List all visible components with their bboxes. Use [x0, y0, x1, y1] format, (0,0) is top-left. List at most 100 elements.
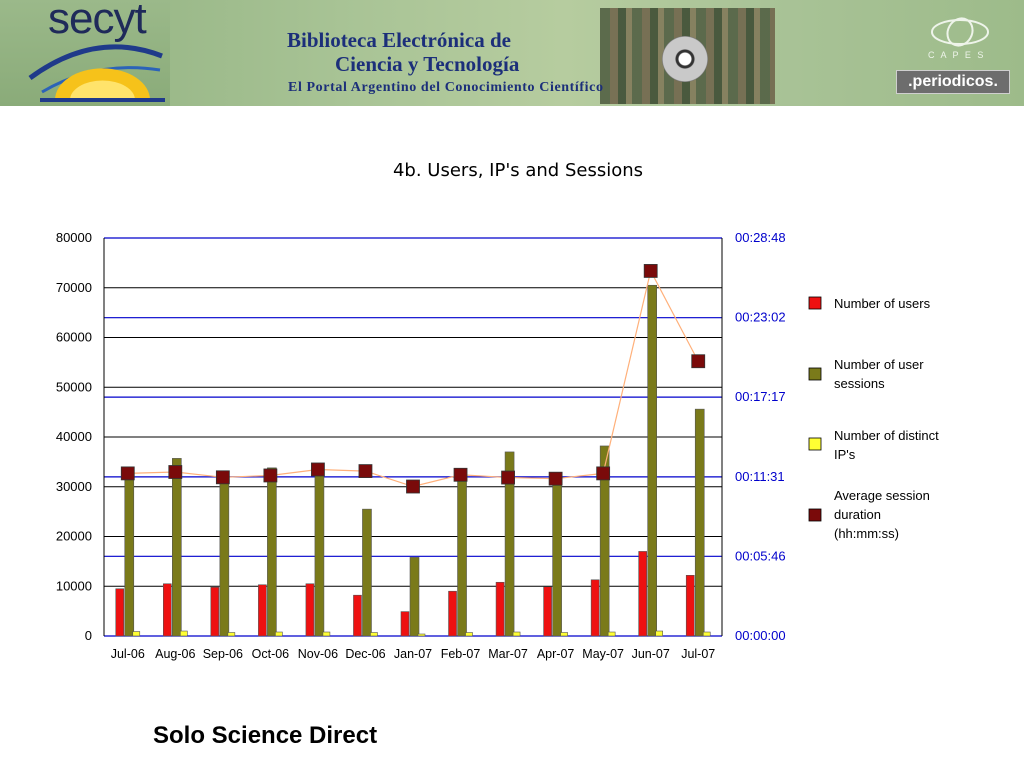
banner-title-line1: Biblioteca Electrónica de	[287, 28, 511, 52]
header-banner: secyt Biblioteca Electrónica de Ciencia …	[0, 0, 1024, 106]
duration-marker	[263, 468, 278, 483]
x-tick-label: Jun-07	[632, 647, 670, 661]
bar-number-of-distinct-ip-s	[702, 631, 711, 637]
x-tick-label: Apr-07	[537, 647, 575, 661]
x-tick-label: Mar-07	[488, 647, 528, 661]
x-tick-label: Nov-06	[298, 647, 338, 661]
duration-marker	[643, 264, 658, 278]
y2-tick-label: 00:28:48	[735, 230, 786, 245]
bar-number-of-distinct-ip-s	[227, 632, 236, 637]
duration-marker	[501, 470, 515, 485]
bar-number-of-users	[353, 594, 362, 637]
legend-swatch	[808, 367, 822, 381]
x-tick-label: Feb-07	[441, 647, 481, 661]
bar-number-of-users	[163, 583, 172, 637]
duration-marker	[358, 464, 373, 478]
bar-number-of-user-sessions	[362, 508, 372, 637]
bar-number-of-users	[543, 586, 552, 637]
duration-marker	[691, 354, 706, 369]
y2-tick-label: 00:11:31	[735, 469, 785, 484]
duration-marker	[406, 479, 420, 494]
y-tick-label: 10000	[56, 578, 92, 593]
x-tick-label: Jul-07	[681, 647, 715, 661]
x-tick-label: May-07	[582, 647, 624, 661]
y-tick-label: 70000	[56, 280, 92, 295]
y2-tick-label: 00:17:17	[735, 389, 786, 404]
secyt-logo-text: secyt	[48, 0, 147, 43]
duration-marker	[453, 467, 468, 482]
bar-number-of-user-sessions	[599, 445, 610, 637]
bar-number-of-distinct-ip-s	[132, 631, 141, 637]
duration-marker	[215, 470, 230, 485]
duration-marker	[548, 471, 563, 486]
bar-number-of-user-sessions	[409, 557, 420, 637]
chart-title: 4b. Users, IP's and Sessions	[392, 160, 644, 181]
legend-label: (hh:mm:ss)	[834, 526, 899, 541]
y-tick-label: 40000	[56, 429, 92, 444]
duration-line	[127, 269, 699, 488]
y-tick-label: 0	[85, 628, 92, 643]
bar-number-of-users	[685, 575, 695, 637]
legend-label: IP's	[834, 447, 856, 462]
bar-number-of-users	[590, 579, 600, 637]
cd-disc-icon	[662, 36, 708, 82]
banner-title-line2: Ciencia y Tecnología	[335, 52, 520, 76]
bar-number-of-user-sessions	[219, 481, 230, 637]
bar-number-of-user-sessions	[694, 408, 705, 637]
bar-number-of-distinct-ip-s	[560, 632, 568, 637]
bar-number-of-user-sessions	[552, 478, 562, 637]
y2-tick-label: 00:05:46	[735, 548, 786, 563]
bar-number-of-distinct-ip-s	[607, 631, 616, 637]
legend-label: Number of distinct	[834, 428, 939, 443]
y-tick-label: 50000	[56, 379, 92, 394]
bar-number-of-users	[400, 611, 410, 637]
x-tick-label: Dec-06	[345, 647, 385, 661]
duration-marker	[120, 466, 135, 481]
y2-tick-label: 00:00:00	[735, 628, 786, 643]
bar-number-of-users	[115, 588, 125, 637]
bar-number-of-distinct-ip-s	[512, 631, 521, 637]
bar-number-of-user-sessions	[172, 458, 182, 637]
bar-number-of-user-sessions	[647, 284, 657, 637]
legend-label: duration	[834, 507, 881, 522]
legend-swatch	[808, 508, 822, 522]
bar-number-of-distinct-ip-s	[275, 631, 283, 637]
sun-logo-icon	[28, 44, 165, 102]
bar-number-of-user-sessions	[267, 467, 277, 637]
x-tick-label: Aug-06	[155, 647, 195, 661]
x-tick-label: Jul-06	[111, 647, 145, 661]
bar-number-of-user-sessions	[504, 451, 515, 637]
x-tick-label: Sep-06	[203, 647, 243, 661]
bar-number-of-users	[638, 551, 647, 637]
legend-label: sessions	[834, 376, 885, 391]
bar-number-of-user-sessions	[314, 463, 325, 637]
bar-number-of-distinct-ip-s	[180, 630, 188, 637]
bar-number-of-user-sessions	[124, 474, 135, 637]
bar-number-of-users	[495, 581, 505, 637]
bar-number-of-user-sessions	[457, 476, 467, 637]
y-tick-label: 20000	[56, 529, 92, 544]
legend-label: Average session	[834, 488, 930, 503]
bar-number-of-users	[258, 584, 267, 637]
capes-logo-icon	[931, 17, 989, 47]
legend-swatch	[808, 437, 822, 451]
y-tick-label: 30000	[56, 479, 92, 494]
x-tick-label: Jan-07	[394, 647, 432, 661]
legend-swatch	[808, 296, 822, 310]
y2-tick-label: 00:23:02	[735, 310, 786, 325]
bar-number-of-users	[210, 586, 220, 637]
duration-marker	[311, 462, 325, 477]
bar-number-of-distinct-ip-s	[322, 631, 331, 637]
legend-label: Number of user	[834, 357, 924, 372]
chart-svg: 0 10000 20000 30000 40000 50000 60000 70000 8000…	[56, 230, 939, 661]
bar-number-of-distinct-ip-s	[655, 630, 663, 637]
caption: Solo Science Direct	[153, 722, 378, 749]
bar-number-of-distinct-ip-s	[465, 632, 473, 637]
periodicos-link[interactable]: .periodicos.	[896, 70, 1010, 94]
y-tick-label: 80000	[56, 230, 92, 245]
y-tick-label: 60000	[56, 330, 92, 345]
duration-marker	[596, 466, 611, 481]
secyt-logo[interactable]: secyt	[0, 0, 170, 106]
bar-number-of-users	[448, 590, 457, 637]
legend-label: Number of users	[834, 296, 931, 311]
